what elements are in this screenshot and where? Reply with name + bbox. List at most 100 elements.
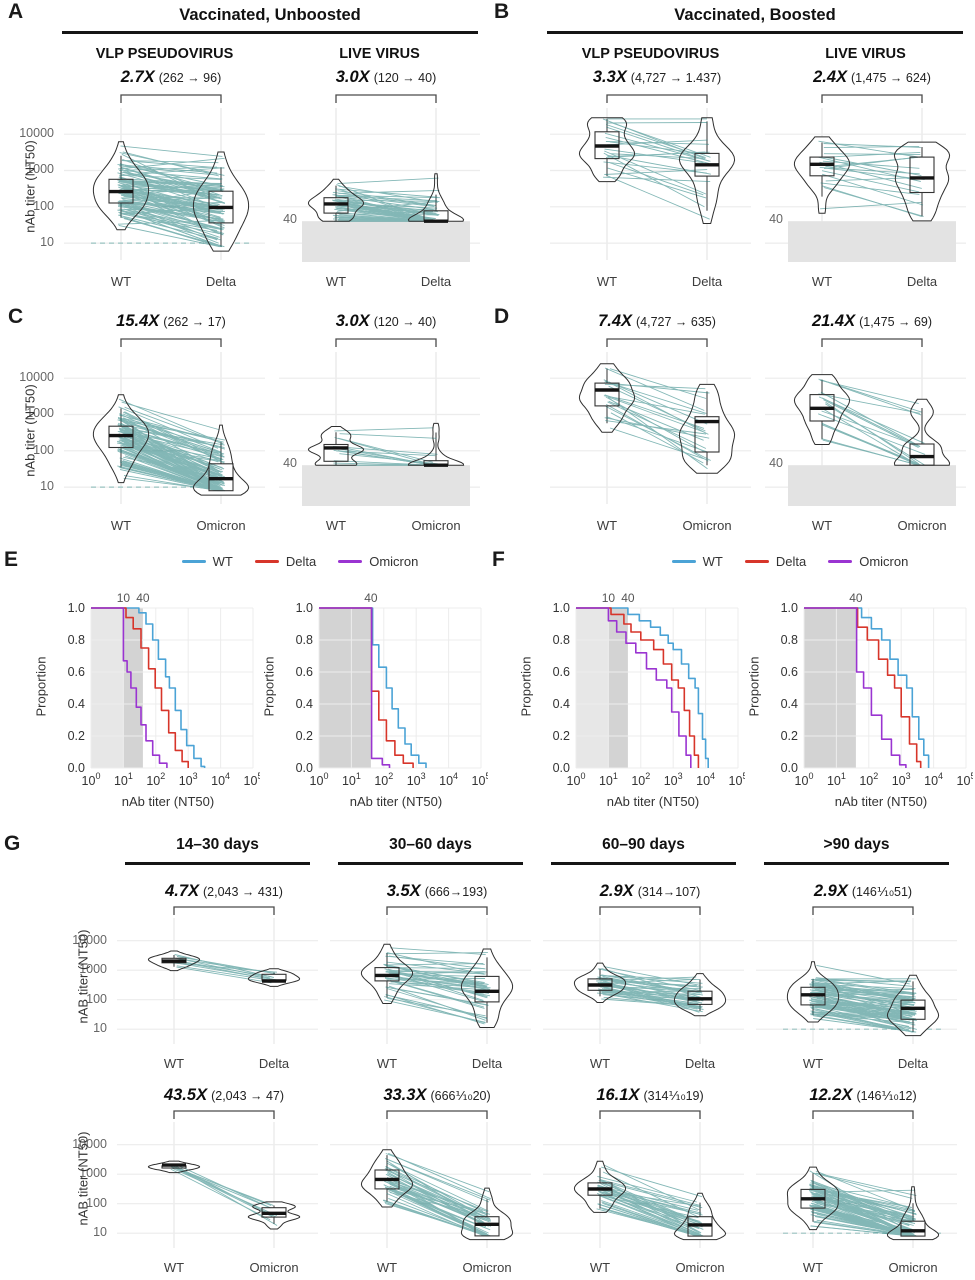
fold-value: 3.5X — [386, 882, 421, 900]
fold-range: (2,043 → 47) — [211, 1089, 285, 1103]
y-tick-label: 1000 — [26, 406, 54, 421]
svg-text:0.4: 0.4 — [296, 697, 313, 711]
ecdf-plot-e-live: 40 1.0 0.8 0.6 0.4 0.2 0.0 100 101 102 103 104 105 n… — [283, 591, 491, 809]
group-label: Delta — [897, 1056, 929, 1071]
group-label: WT — [110, 274, 132, 289]
y-tick-label: 1000 — [26, 162, 54, 177]
svg-text:100: 100 — [82, 771, 101, 788]
group-label: WT — [811, 274, 833, 289]
y-tick-label: 1000 — [79, 1166, 107, 1181]
violin-svg — [117, 906, 318, 1044]
fold-value: 2.9X — [599, 882, 634, 900]
group-label: WT — [589, 1056, 611, 1071]
svg-text:105: 105 — [957, 771, 973, 788]
fold-annotation: 3.0X (120 → 40) — [277, 312, 495, 331]
y-tick-label: 100 — [33, 198, 54, 213]
y-tick-label: 10 — [93, 1021, 107, 1036]
fold-annotation: 43.5X (2,043 → 47) — [115, 1086, 333, 1105]
violin-svg — [756, 906, 957, 1044]
group-label: WT — [325, 518, 347, 533]
detection-limit-label: 40 — [769, 212, 783, 227]
group-label: Omicron — [249, 1260, 299, 1275]
svg-text:0.2: 0.2 — [781, 729, 798, 743]
wt-line-swatch — [671, 560, 696, 563]
svg-text:0.6: 0.6 — [781, 665, 798, 679]
x-axis-title: nAb titer (NT50) — [606, 794, 700, 809]
group-label: WT — [802, 1056, 824, 1071]
violin-plot-b-live: WT Delta 40 — [763, 90, 968, 289]
fold-annotation: 33.3X (666⅒20) — [328, 1086, 546, 1105]
violin-plot-g-delta-90plus: WT Delta — [754, 902, 959, 1071]
y-tick-label: 10000 — [72, 1136, 107, 1151]
violin-plot-d-live: WT Omicron 40 — [763, 334, 968, 533]
fold-value: 15.4X — [116, 312, 160, 330]
fold-range: (314⅒19) — [643, 1089, 704, 1103]
y-axis-title-a: nAb titer (NT50) — [22, 140, 38, 233]
y-tick-label: 10000 — [19, 126, 54, 141]
svg-text:0.0: 0.0 — [68, 761, 85, 775]
svg-text:103: 103 — [179, 771, 198, 788]
fold-annotation: 2.9X (146⅒51) — [754, 882, 972, 901]
delta-line-swatch — [254, 560, 279, 563]
svg-text:103: 103 — [407, 771, 426, 788]
y-axis-title-proportion: Proportion — [518, 656, 534, 717]
g-column-title-60-90: 60–90 days — [602, 836, 685, 853]
y-tick-label: 1000 — [79, 962, 107, 977]
y-axis-title-proportion: Proportion — [261, 656, 277, 717]
violin-svg — [550, 94, 751, 260]
group-label: Delta — [471, 1056, 503, 1071]
legend-f: WT Delta Omicron — [640, 554, 940, 569]
svg-text:104: 104 — [696, 771, 715, 788]
svg-text:10: 10 — [602, 592, 616, 605]
svg-text:0.8: 0.8 — [781, 633, 798, 647]
y-axis-title-proportion: Proportion — [746, 656, 762, 717]
svg-text:0.6: 0.6 — [553, 665, 570, 679]
svg-text:40: 40 — [136, 592, 150, 605]
group-label: WT — [811, 518, 833, 533]
violin-svg — [64, 338, 265, 504]
fold-annotation: 3.3X (4,727 → 1.437) — [548, 68, 766, 87]
fold-range: (4,727 → 1.437) — [630, 71, 722, 85]
svg-text:105: 105 — [729, 771, 745, 788]
legend-e: WT Delta Omicron — [150, 554, 450, 569]
svg-text:0.2: 0.2 — [68, 729, 85, 743]
violin-svg — [765, 94, 966, 262]
y-axis-title-c: nAb titer (NT50) — [22, 384, 38, 477]
group-label: Delta — [205, 274, 237, 289]
fold-range: (262 → 17) — [163, 315, 226, 329]
assay-header-b-live: LIVE VIRUS — [825, 46, 906, 62]
title-underline — [764, 862, 949, 865]
g-column-title-90plus: >90 days — [823, 836, 890, 853]
group-label: Omicron — [675, 1260, 725, 1275]
legend-item-omicron: Omicron — [338, 554, 418, 569]
y-tick-label: 10000 — [72, 932, 107, 947]
y-axis-title-proportion: Proportion — [33, 656, 49, 717]
delta-line-swatch — [744, 560, 769, 563]
fold-range: (1,475 → 624) — [851, 71, 931, 85]
fold-value: 7.4X — [598, 312, 633, 330]
panel-label-g: G — [4, 832, 21, 855]
legend-item-delta: Delta — [744, 554, 806, 569]
y-tick-label: 100 — [33, 442, 54, 457]
fold-annotation: 15.4X (262 → 17) — [62, 312, 280, 331]
svg-text:103: 103 — [664, 771, 683, 788]
group-label: Delta — [684, 1056, 716, 1071]
title-underline — [125, 862, 310, 865]
fold-value: 3.0X — [335, 312, 370, 330]
group-label: Omicron — [196, 518, 246, 533]
panel-label-f: F — [492, 548, 505, 571]
y-tick-label: 10 — [93, 1225, 107, 1240]
svg-text:103: 103 — [892, 771, 911, 788]
svg-text:0.2: 0.2 — [296, 729, 313, 743]
violin-svg — [550, 338, 751, 504]
svg-text:100: 100 — [310, 771, 329, 788]
group-label: WT — [596, 274, 618, 289]
svg-text:101: 101 — [599, 771, 618, 788]
violin-svg — [64, 94, 265, 260]
group-label: Delta — [258, 1056, 290, 1071]
y-tick-label: 10 — [40, 235, 54, 250]
svg-text:0.4: 0.4 — [553, 697, 570, 711]
